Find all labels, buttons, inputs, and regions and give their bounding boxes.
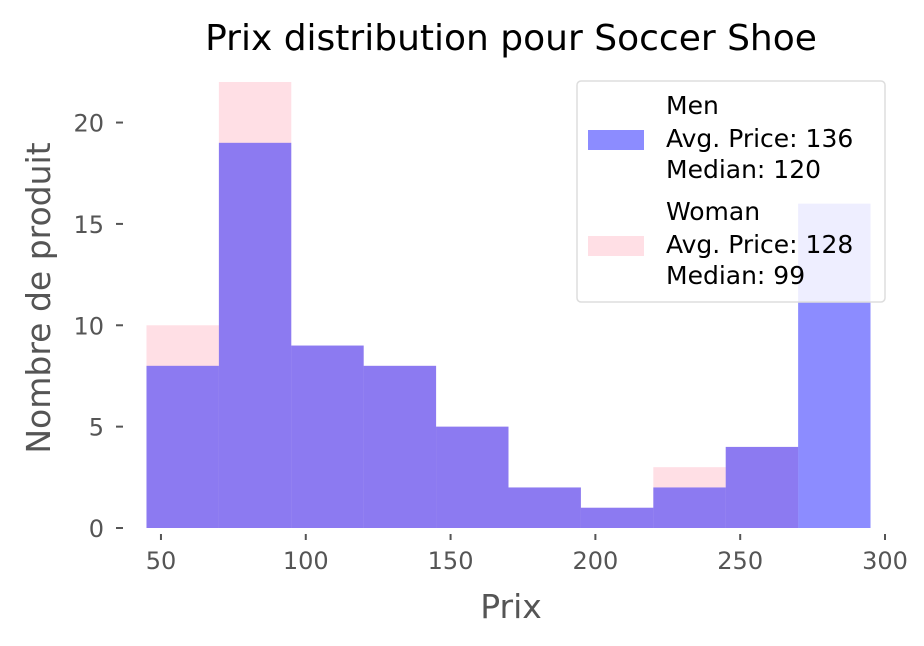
y-tick-label-20: 20 xyxy=(73,110,104,138)
x-tick-label-100: 100 xyxy=(283,547,329,575)
legend-frame xyxy=(576,80,886,303)
y-axis: 0 5 10 15 20 xyxy=(73,110,123,543)
x-tick-label-300: 300 xyxy=(862,547,908,575)
x-tick-label-150: 150 xyxy=(428,547,474,575)
x-axis-label: Prix xyxy=(480,587,542,626)
bar-woman-2 xyxy=(291,345,364,528)
legend-woman-median: Median: 99 xyxy=(666,261,805,290)
y-axis-label: Nombre de produit xyxy=(19,142,58,453)
bar-men-6 xyxy=(580,507,654,528)
legend-woman-name: Woman xyxy=(666,197,760,226)
bar-men-3 xyxy=(363,365,437,528)
men-series xyxy=(146,142,871,529)
x-axis: 50 100 150 200 250 300 xyxy=(146,534,908,575)
y-tick-label-15: 15 xyxy=(73,211,104,239)
bar-men-5 xyxy=(508,487,581,528)
bar-men-8 xyxy=(725,446,799,528)
legend-woman-avg-price: Avg. Price: 128 xyxy=(666,230,853,259)
bar-woman-3 xyxy=(363,365,437,528)
legend-men-median: Median: 120 xyxy=(666,155,821,184)
bar-men-4 xyxy=(436,426,509,528)
legend-men-avg-price: Avg. Price: 136 xyxy=(666,124,853,153)
bar-men-0 xyxy=(146,365,219,528)
y-tick-label-10: 10 xyxy=(73,312,104,340)
legend-swatch-men xyxy=(588,130,644,150)
bar-woman-4 xyxy=(436,426,509,528)
y-tick-label-0: 0 xyxy=(89,515,104,543)
legend-men-name: Men xyxy=(666,91,719,120)
bar-woman-5 xyxy=(508,487,581,528)
bar-men-2 xyxy=(291,345,364,528)
bar-men-7 xyxy=(653,487,726,528)
bar-woman-6 xyxy=(580,507,654,528)
y-tick-label-5: 5 xyxy=(89,414,104,442)
bar-woman-7 xyxy=(653,467,726,528)
bar-woman-0 xyxy=(146,325,219,528)
bar-woman-8 xyxy=(725,446,799,528)
bar-woman-1 xyxy=(218,82,292,528)
chart-title: Prix distribution pour Soccer Shoe xyxy=(205,18,817,59)
woman-series xyxy=(146,82,799,528)
bar-men-1 xyxy=(218,142,292,528)
x-tick-label-200: 200 xyxy=(572,547,618,575)
legend-swatch-woman xyxy=(588,236,644,256)
legend: Men Avg. Price: 136 Median: 120 Woman Av… xyxy=(576,80,886,303)
x-tick-label-50: 50 xyxy=(146,547,177,575)
x-tick-label-250: 250 xyxy=(717,547,763,575)
